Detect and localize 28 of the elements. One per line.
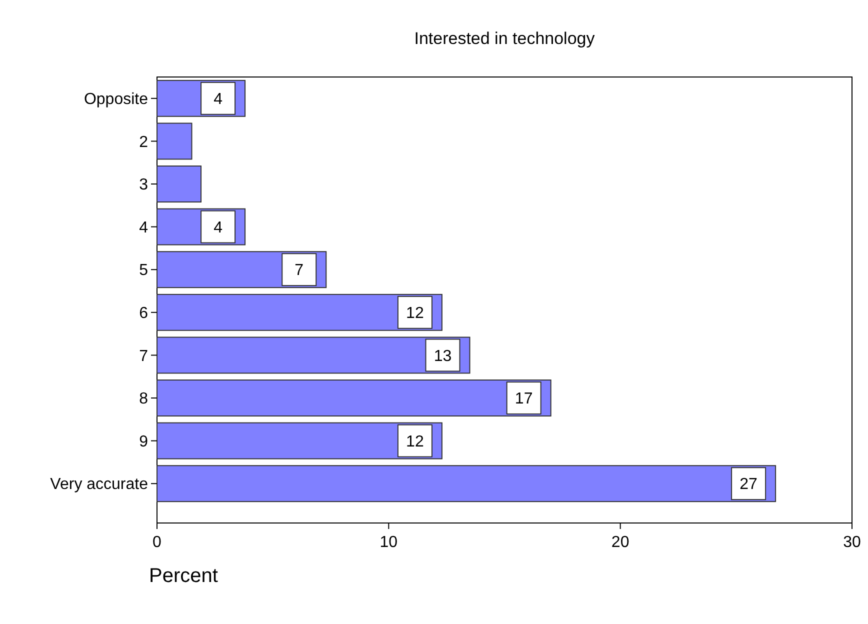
data-label: 27 xyxy=(740,476,758,494)
data-label: 13 xyxy=(434,348,452,365)
data-label: 12 xyxy=(406,305,424,322)
bar xyxy=(156,465,776,502)
x-tick-label: 20 xyxy=(611,534,630,551)
y-tick-label: 3 xyxy=(139,176,148,194)
x-tick-label: 30 xyxy=(843,534,861,551)
bar xyxy=(156,122,192,160)
data-label: 4 xyxy=(214,219,223,236)
y-tick-label: 2 xyxy=(139,134,148,151)
y-tick-label: 5 xyxy=(139,262,148,280)
chart-title: Interested in technology xyxy=(414,29,596,48)
data-label: 17 xyxy=(514,390,533,408)
data-label: 7 xyxy=(294,262,304,280)
x-axis-title: Percent xyxy=(149,565,218,587)
y-tick-label: Opposite xyxy=(84,91,148,108)
y-tick-label: 8 xyxy=(139,390,148,408)
y-tick-label: 7 xyxy=(139,348,148,365)
y-tick-label: 6 xyxy=(139,305,148,322)
bar xyxy=(156,166,202,202)
bar xyxy=(156,380,552,416)
y-tick-label: 9 xyxy=(139,433,148,450)
y-tick-label: Very accurate xyxy=(50,476,148,494)
x-tick-label: 0 xyxy=(152,534,162,551)
x-tick-label: 10 xyxy=(380,534,398,551)
y-tick-label: 4 xyxy=(139,219,148,236)
data-label: 4 xyxy=(214,91,223,108)
data-label: 12 xyxy=(406,433,424,450)
